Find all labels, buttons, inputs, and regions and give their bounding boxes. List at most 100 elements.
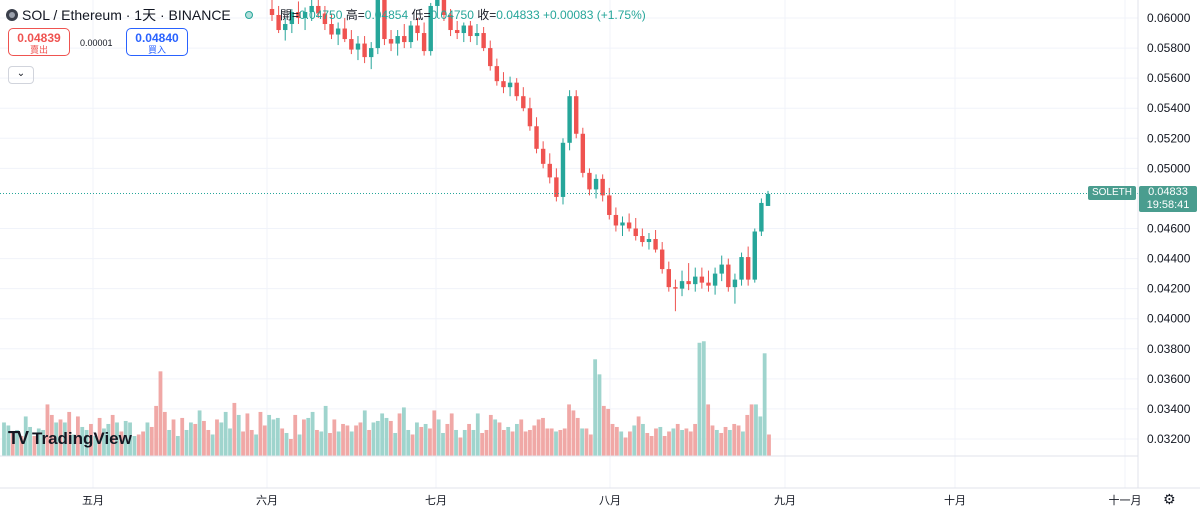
buy-button[interactable]: 0.04840 買入: [126, 28, 188, 56]
volume-bar: [684, 428, 689, 456]
volume-bar: [497, 422, 502, 456]
candle-body: [719, 264, 724, 274]
candle-body: [428, 5, 433, 52]
candle-body: [488, 48, 493, 67]
volume-bar: [423, 423, 428, 456]
candle-body: [554, 177, 559, 197]
volume-bar: [128, 422, 132, 456]
candle-body: [646, 239, 652, 243]
volume-bar: [49, 414, 54, 456]
candle-body: [421, 33, 427, 52]
volume-bar: [115, 422, 119, 456]
volume-bar: [432, 410, 437, 456]
collapse-button[interactable]: ⌄: [8, 66, 34, 84]
last-price-tag: 0.04833 19:58:41: [1139, 186, 1197, 212]
candle-body: [759, 202, 764, 232]
y-tick-label: 0.04000: [1147, 312, 1191, 326]
volume-bar: [710, 425, 715, 456]
volume-bar: [723, 426, 728, 456]
volume-bar: [19, 435, 24, 456]
volume-bar: [571, 410, 576, 456]
candle-body: [322, 13, 328, 25]
volume-bar: [89, 423, 93, 456]
volume-bar: [341, 423, 345, 456]
market-status-icon[interactable]: [244, 11, 253, 19]
volume-bar: [41, 429, 46, 456]
volume-bar: [614, 426, 619, 456]
candle-body: [302, 11, 308, 18]
volume-bar: [506, 426, 511, 456]
candle-body: [474, 33, 480, 37]
volume-bar: [445, 423, 450, 456]
volume-bar: [180, 417, 185, 456]
volume-bar: [349, 431, 354, 456]
volume-bar: [758, 416, 763, 456]
open-value: 0.04750: [299, 8, 343, 22]
volume-bar: [514, 423, 519, 456]
sell-price: 0.04839: [17, 31, 61, 45]
volume-bar: [619, 431, 624, 456]
open-label: 開=: [280, 8, 300, 22]
candle-body: [752, 231, 757, 280]
gear-icon[interactable]: ⚙: [1163, 491, 1176, 507]
volume-bar: [275, 417, 280, 456]
candle-body: [765, 193, 771, 206]
candle-body: [501, 81, 506, 88]
low-label: 低=: [411, 8, 431, 22]
volume-bar: [727, 429, 732, 456]
volume-bar: [636, 416, 641, 456]
candle-body: [316, 5, 321, 14]
volume-bar: [541, 417, 545, 456]
volume-bar: [754, 404, 758, 456]
volume-bar: [219, 422, 224, 456]
spread-value: 0.00001: [80, 38, 113, 48]
candle-body: [567, 96, 572, 143]
y-tick-label: 0.05600: [1147, 71, 1191, 85]
volume-bar: [601, 405, 606, 456]
chevron-down-icon: ⌄: [16, 68, 26, 79]
tradingview-watermark[interactable]: TV TradingView: [8, 428, 132, 449]
volume-bar: [141, 431, 145, 456]
volume-bar: [584, 428, 589, 456]
volume-bar: [671, 428, 676, 456]
volume-bar: [145, 422, 150, 456]
volume-bar: [462, 429, 467, 456]
volume-bar: [641, 423, 645, 456]
y-tick-label: 0.05800: [1147, 41, 1191, 55]
volume-bar: [215, 419, 219, 456]
volume-bar: [632, 425, 637, 456]
volume-bar: [606, 408, 611, 456]
candle-body: [666, 269, 671, 288]
volume-bar: [306, 417, 311, 456]
volume-bar: [71, 434, 76, 456]
candle-body: [587, 172, 592, 190]
symbol-header[interactable]: SOL / Ethereum · 1天 · BINANCE: [6, 5, 267, 25]
y-tick-label: 0.04600: [1147, 222, 1191, 236]
volume-bar: [493, 419, 498, 456]
volume-bar: [271, 419, 276, 456]
x-tick-label: 九月: [774, 494, 796, 507]
change-value: +0.00083 (+1.75%): [543, 8, 646, 22]
volume-bar: [184, 429, 189, 456]
y-tick-label: 0.03400: [1147, 402, 1191, 416]
y-tick-label: 0.05200: [1147, 131, 1191, 145]
volume-bar: [388, 420, 393, 456]
volume-bar: [693, 423, 698, 456]
volume-bar: [554, 431, 558, 456]
low-value: 0.04750: [430, 8, 474, 22]
volume-bar: [415, 422, 419, 456]
candle-body: [329, 24, 334, 35]
volume-bar: [484, 429, 489, 456]
volume-bar: [93, 435, 98, 456]
y-tick-label: 0.05000: [1147, 161, 1191, 175]
candle-body: [527, 108, 533, 127]
buy-price: 0.04840: [135, 31, 179, 45]
close-label: 收=: [477, 8, 497, 22]
volume-bar: [380, 413, 385, 456]
candle-body: [574, 96, 579, 134]
volume-bar: [175, 435, 180, 456]
volume-bar: [519, 419, 524, 456]
volume-bar: [580, 428, 584, 456]
sell-button[interactable]: 0.04839 賣出: [8, 28, 70, 56]
